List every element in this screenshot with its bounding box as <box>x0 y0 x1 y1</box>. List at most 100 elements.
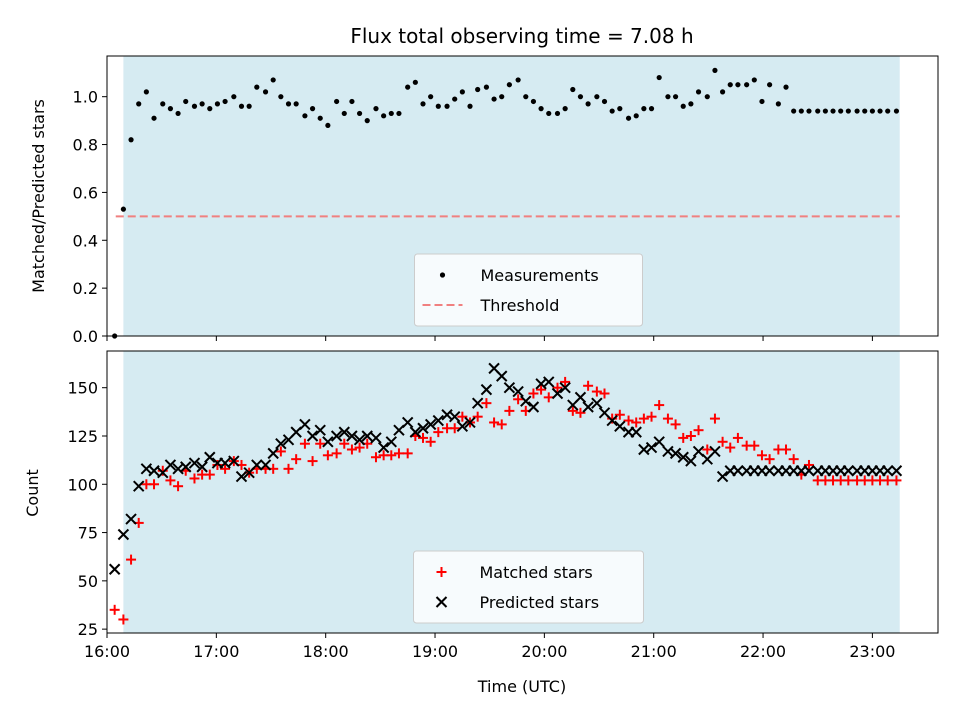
predicted-star-point <box>685 455 697 467</box>
bottom-y-tick-label: 50 <box>78 572 98 591</box>
predicted-star-point <box>401 416 414 429</box>
matched-star-point <box>552 382 563 393</box>
matched-star-point <box>299 438 310 449</box>
measurement-point <box>341 110 347 117</box>
measurement-point <box>515 77 521 83</box>
bottom-marks <box>108 362 903 625</box>
predicted-star-point <box>803 465 815 477</box>
measurement-point <box>523 94 529 100</box>
matched-star-point <box>109 604 120 615</box>
measurement-point <box>405 84 411 90</box>
measurement-point <box>759 98 765 105</box>
measurement-point <box>609 108 615 114</box>
matched-star-point <box>433 427 444 438</box>
measurement-point <box>435 103 441 109</box>
matched-star-point <box>567 405 578 416</box>
legend-matched-marker <box>436 567 447 577</box>
chart-title: Flux total observing time = 7.08 h <box>350 24 693 48</box>
measurement-point <box>601 98 608 105</box>
matched-star-point <box>614 409 625 420</box>
matched-star-point <box>717 436 728 447</box>
predicted-star-point <box>377 441 390 454</box>
predicted-star-point <box>456 420 469 433</box>
bottom-y-axis-label: Count <box>23 469 42 517</box>
matched-star-point <box>781 444 792 455</box>
predicted-star-point <box>361 430 373 442</box>
matched-star-point <box>496 419 507 430</box>
predicted-star-point <box>432 414 445 427</box>
measurement-point <box>412 79 418 85</box>
predicted-star-point <box>669 447 682 460</box>
legend-predicted-label: Predicted stars <box>480 593 600 612</box>
predicted-star-point <box>188 457 201 469</box>
matched-star-point <box>749 440 760 451</box>
predicted-star-point <box>551 387 564 400</box>
matched-star-point <box>678 432 689 443</box>
matched-star-point <box>118 614 129 625</box>
measurement-point <box>727 82 733 88</box>
measurement-point <box>830 108 836 114</box>
bottom-y-tick-label: 150 <box>67 379 98 398</box>
measurement-point <box>428 94 434 100</box>
measurement-point <box>183 98 189 105</box>
predicted-star-point <box>645 441 658 454</box>
measurement-point <box>648 106 655 112</box>
measurement-point <box>546 110 552 117</box>
bottom-y-tick-label: 100 <box>67 475 98 494</box>
predicted-star-point <box>732 465 744 477</box>
matched-star-point <box>764 454 775 465</box>
bottom-x-tick-label: 23:00 <box>849 642 895 661</box>
matched-star-point <box>623 415 634 426</box>
matched-star-point <box>449 423 460 434</box>
matched-star-point <box>543 392 554 403</box>
measurement-point <box>334 98 340 105</box>
bottom-x-tick-label: 22:00 <box>740 642 786 661</box>
measurement-point <box>506 82 512 88</box>
measurement-point <box>767 82 773 88</box>
predicted-star-point <box>496 370 508 382</box>
predicted-star-point <box>591 397 603 409</box>
measurement-point <box>822 108 828 114</box>
predicted-star-point <box>370 432 382 444</box>
legend-box <box>413 550 644 624</box>
matched-star-point <box>662 413 673 424</box>
predicted-star-point <box>574 391 587 404</box>
predicted-star-point <box>763 465 776 477</box>
measurement-point <box>499 94 505 100</box>
matched-star-point <box>457 411 468 422</box>
predicted-star-point <box>267 447 279 460</box>
measurement-point <box>356 110 363 117</box>
predicted-star-point <box>180 461 192 473</box>
matched-star-point <box>283 463 294 474</box>
legend-predicted-marker <box>435 596 448 608</box>
matched-star-point <box>693 425 704 436</box>
measurement-point <box>128 137 134 143</box>
measurement-point <box>845 108 851 114</box>
predicted-star-point <box>503 381 516 394</box>
predicted-star-point <box>219 457 231 469</box>
measurement-point <box>254 84 260 90</box>
measurement-point <box>420 101 426 107</box>
top-y-tick-label: 0.8 <box>73 136 98 155</box>
measurement-point <box>704 94 710 100</box>
predicted-star-point <box>464 416 476 429</box>
matched-star-point <box>393 448 404 459</box>
measurement-point <box>175 110 181 117</box>
measurement-point <box>815 108 821 114</box>
top-y-tick-label: 0.0 <box>73 327 98 346</box>
measurement-point <box>302 113 308 119</box>
matched-star-point <box>386 450 397 461</box>
measurement-point <box>554 110 561 117</box>
matched-star-point <box>472 411 483 422</box>
predicted-star-point <box>480 383 493 396</box>
measurement-point <box>585 101 591 107</box>
measurement-point <box>199 101 205 107</box>
measurement-point <box>452 96 458 102</box>
predicted-star-point <box>881 465 894 477</box>
legend-box <box>414 253 643 327</box>
top-y-axis-label: Matched/Predicted stars <box>29 99 48 293</box>
measurement-point <box>641 106 647 112</box>
matched-star-point <box>291 454 302 465</box>
predicted-star-point <box>338 426 350 438</box>
